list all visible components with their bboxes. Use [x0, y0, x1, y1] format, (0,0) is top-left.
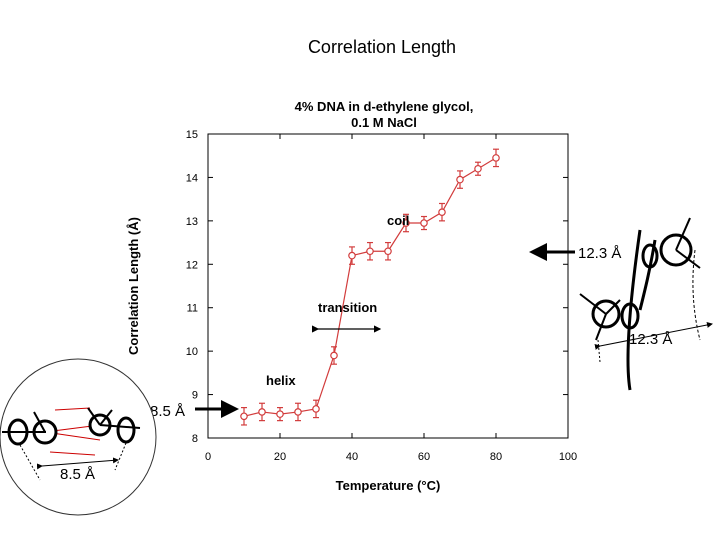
annotation-transition: transition [318, 300, 377, 315]
coil-diagram: 12.3 Å [579, 217, 713, 391]
slide-title: Correlation Length [308, 37, 456, 57]
data-point [240, 412, 248, 421]
data-point [492, 154, 500, 162]
y-tick-label: 14 [186, 172, 198, 184]
helix-guide [19, 444, 41, 481]
x-tick-label: 80 [490, 451, 502, 463]
coil-bond [675, 217, 691, 251]
coil-spacing-label: 12.3 Å [578, 245, 621, 262]
y-tick-label: 13 [186, 216, 198, 228]
y-axis-title: Correlation Length (Å) [126, 217, 141, 355]
annotation-helix: helix [266, 373, 296, 388]
coil-guide [692, 249, 701, 341]
y-tick-label: 12 [186, 259, 198, 271]
y-tick-label: 8 [192, 433, 198, 445]
coil-diagram-label: 12.3 Å [629, 331, 672, 348]
y-tick-label: 10 [186, 346, 198, 358]
x-axis-ticks: 0 20 40 60 80 100 [205, 134, 577, 463]
data-point [384, 247, 392, 256]
helix-bond [33, 411, 46, 433]
x-tick-label: 20 [274, 451, 286, 463]
coil-bond [605, 299, 621, 315]
data-point [456, 175, 464, 184]
data-point [402, 219, 410, 227]
helix-diagram-label: 8.5 Å [60, 466, 95, 483]
x-tick-label: 100 [559, 451, 577, 463]
data-point [474, 164, 482, 173]
coil-bond [675, 249, 701, 269]
coil-spacing-measure [594, 322, 713, 350]
data-point [276, 410, 284, 418]
data-series [240, 148, 500, 426]
x-axis-title: Temperature (°C) [336, 478, 441, 493]
helix-bond [99, 424, 141, 429]
data-point [294, 408, 302, 416]
helix-bond [99, 409, 113, 426]
data-point [348, 251, 356, 260]
helix-diagram: 8.5 Å [0, 358, 157, 516]
helix-ring [116, 416, 136, 444]
chart-title-line1: 4% DNA in d-ethylene glycol, [295, 99, 474, 114]
helix-spacing-measure [36, 457, 119, 470]
data-point [258, 408, 266, 416]
coil-ring [641, 243, 659, 269]
plot-frame [207, 133, 569, 439]
helix-strands [2, 407, 141, 481]
y-tick-label: 9 [192, 390, 198, 402]
helix-spacing-label: 8.5 Å [150, 403, 185, 420]
coil-guide [597, 339, 601, 363]
data-point [330, 351, 338, 360]
helix-rung [49, 451, 96, 456]
y-tick-label: 11 [187, 303, 198, 315]
x-tick-label: 40 [346, 451, 358, 463]
y-tick-label: 15 [186, 129, 198, 141]
x-tick-label: 60 [418, 451, 430, 463]
helix-rung [54, 407, 91, 411]
y-axis-ticks: 8 9 10 11 12 13 14 15 [186, 129, 568, 445]
data-point [366, 247, 374, 256]
x-tick-label: 0 [205, 451, 211, 463]
helix-bond [87, 407, 101, 426]
data-point [420, 219, 428, 227]
chart-title-line2: 0.1 M NaCl [351, 115, 417, 130]
data-point [312, 405, 320, 413]
data-point [438, 208, 446, 216]
annotation-coil: coil [387, 213, 409, 228]
coil-backbone [638, 239, 657, 311]
coil-bond [579, 293, 607, 315]
